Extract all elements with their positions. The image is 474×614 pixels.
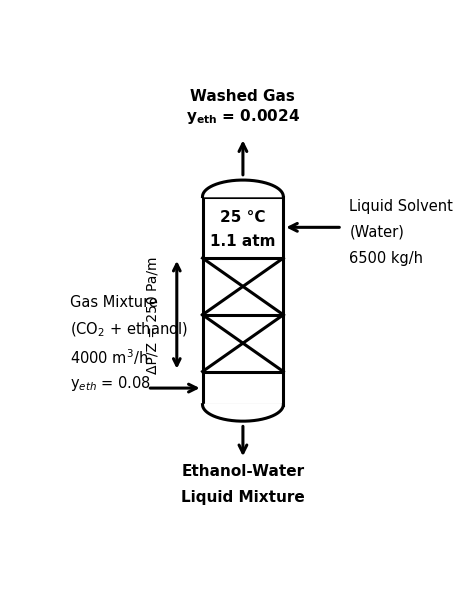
Text: Ethanol-Water: Ethanol-Water [182, 464, 304, 479]
Text: (Water): (Water) [349, 225, 404, 239]
Text: y$_{\mathbf{eth}}$ = 0.0024: y$_{\mathbf{eth}}$ = 0.0024 [186, 107, 300, 126]
Text: 4000 m$^3$/h: 4000 m$^3$/h [70, 347, 148, 367]
Text: 1.1 atm: 1.1 atm [210, 234, 276, 249]
Text: Liquid Solvent: Liquid Solvent [349, 198, 453, 214]
Polygon shape [202, 405, 283, 421]
Text: ΔP/Z = 250 Pa/m: ΔP/Z = 250 Pa/m [146, 256, 160, 373]
Polygon shape [202, 180, 283, 196]
Text: (CO$_2$ + ethanol): (CO$_2$ + ethanol) [70, 321, 188, 339]
Text: 6500 kg/h: 6500 kg/h [349, 251, 423, 266]
Text: Liquid Mixture: Liquid Mixture [181, 490, 305, 505]
Bar [202, 196, 283, 405]
Text: 25 °C: 25 °C [220, 211, 265, 225]
Text: Washed Gas: Washed Gas [191, 90, 295, 104]
Text: Gas Mixture: Gas Mixture [70, 295, 158, 311]
Text: y$_{eth}$ = 0.08: y$_{eth}$ = 0.08 [70, 375, 151, 394]
